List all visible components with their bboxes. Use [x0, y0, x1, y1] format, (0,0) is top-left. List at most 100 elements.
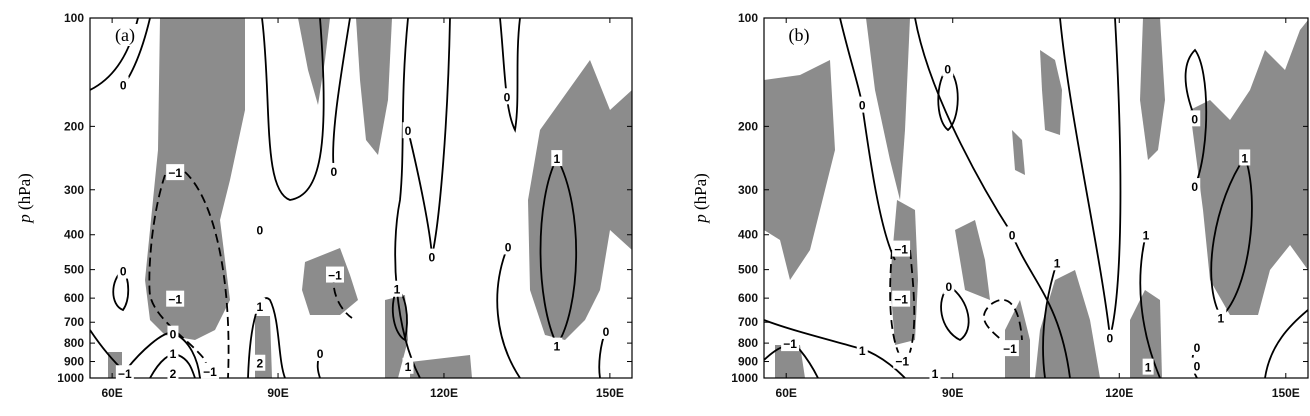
contour-label-box: [314, 344, 326, 361]
contour-label: 0: [170, 328, 177, 342]
contour-label: −1: [118, 367, 132, 381]
contour-label: −1: [1003, 342, 1017, 356]
contour-label: 2: [170, 367, 177, 381]
contour-label: 0: [428, 251, 435, 265]
panel-b-field: [764, 18, 1308, 378]
y-tick-label: 100: [738, 11, 758, 25]
contour-label: 0: [256, 224, 263, 238]
contour-label-box: [167, 344, 179, 361]
contour-label-box: [166, 164, 185, 181]
contour-label: 0: [1191, 180, 1198, 194]
contour-label-box: [1191, 357, 1203, 374]
y-tick-label: 300: [738, 183, 758, 197]
y-tick-label: 800: [738, 336, 758, 350]
contour-label-box: [117, 76, 129, 93]
y-tick-label: 300: [64, 183, 84, 197]
contour-label-box: [328, 162, 340, 179]
shading: [108, 18, 632, 378]
contour-label-box: [600, 322, 612, 339]
contour-label: 1: [1241, 151, 1248, 165]
contour-label-box: [166, 290, 185, 307]
y-axis-label: p (hPa): [15, 173, 34, 224]
contour-label-box: [943, 278, 955, 295]
contour-label: 0: [946, 280, 953, 294]
contour-label: 1: [405, 360, 412, 374]
contour-label: 0: [120, 78, 127, 92]
contour-label: −1: [328, 269, 342, 283]
contour-label-box: [426, 248, 438, 265]
contour-label-box: [115, 365, 134, 382]
contour-label: −1: [203, 365, 217, 379]
y-tick-label: 700: [738, 315, 758, 329]
y-axis-unit: (hPa): [691, 173, 710, 210]
y-axis-variable: p: [15, 214, 34, 224]
y-tick-label: 900: [64, 355, 84, 369]
contour-label: 0: [1194, 360, 1201, 374]
contour-label-box: [391, 280, 403, 297]
contour-label-box: [892, 240, 911, 257]
contour-label: 1: [394, 283, 401, 297]
y-axis-unit: (hPa): [15, 173, 34, 210]
y-tick-label: 500: [738, 263, 758, 277]
contour-label-box: [856, 96, 868, 113]
panel-a-field: [90, 18, 632, 378]
contour-label: −1: [168, 293, 182, 307]
contour-label-box: [402, 357, 414, 374]
contour-label-box: [781, 335, 800, 352]
contour-label: 0: [859, 99, 866, 113]
contour-label-box: [254, 354, 266, 371]
contour-label: 0: [944, 62, 951, 76]
y-tick-label: 800: [64, 336, 84, 350]
contour-label: 0: [405, 124, 412, 138]
contour-label-box: [1215, 309, 1227, 326]
contour-label-box: [929, 364, 941, 381]
contour-label: 0: [1009, 228, 1016, 242]
contour-label: 0: [505, 240, 512, 254]
contour-label: −1: [894, 293, 908, 307]
contour-label: −1: [895, 355, 909, 369]
shading: [764, 18, 1308, 378]
contour-label-box: [942, 60, 954, 77]
contour-label: 1: [553, 152, 560, 166]
contour-label: −1: [894, 243, 908, 257]
y-tick-label: 1000: [731, 371, 758, 385]
y-tick-label: 500: [64, 263, 84, 277]
contour-label-box: [402, 122, 414, 139]
y-tick-label: 100: [64, 11, 84, 25]
contour-label: 0: [504, 90, 511, 104]
contour-label-box: [167, 364, 179, 381]
panel-label: (a): [115, 25, 135, 46]
contour-label: 0: [331, 165, 338, 179]
contour-label: 2: [256, 357, 263, 371]
contour-label-box: [1006, 226, 1018, 243]
contour-label-box: [1239, 149, 1251, 166]
contour-label-box: [201, 362, 220, 379]
contour-label: 0: [1194, 341, 1201, 355]
contour-label-box: [1140, 226, 1152, 243]
x-tick-label: 120E: [430, 386, 458, 400]
contour-label-box: [502, 238, 514, 255]
contour-label-box: [1104, 329, 1116, 346]
contour-label: 1: [170, 347, 177, 361]
y-tick-label: 1000: [57, 371, 84, 385]
y-tick-label: 600: [738, 291, 758, 305]
panel-label-box: [112, 24, 138, 46]
plot-frame: [763, 17, 1309, 379]
y-axis-label: p (hPa): [691, 173, 710, 224]
contour-label: 1: [932, 367, 939, 381]
contour-label-box: [893, 352, 912, 369]
y-tick-label: 200: [64, 119, 84, 133]
contour-label-box: [892, 290, 911, 307]
contour-label: 1: [1145, 361, 1152, 375]
y-axis-variable: p: [691, 214, 710, 224]
contour-label: 1: [1054, 256, 1061, 270]
y-tick-label: 200: [738, 119, 758, 133]
panel-label-box: [786, 24, 812, 46]
plot-frame: [89, 17, 633, 379]
contour-label-box: [254, 221, 266, 238]
contour-label-box: [117, 262, 129, 279]
x-tick-label: 120E: [1105, 386, 1133, 400]
contour-label: −1: [168, 166, 182, 180]
